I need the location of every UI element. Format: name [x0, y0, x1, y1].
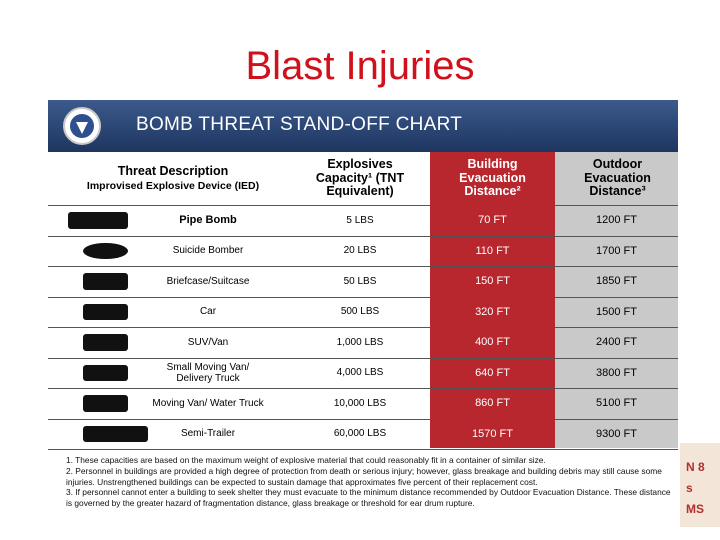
threat-label: Moving Van/ Water Truck — [152, 397, 264, 409]
threat-label: Pipe Bomb — [179, 214, 237, 227]
footnote: 2. Personnel in buildings are provided a… — [66, 466, 662, 487]
row-icon — [68, 212, 128, 229]
row-icon — [83, 425, 148, 442]
explosives-value: 500 LBS — [340, 306, 380, 318]
explosives-value: 1,000 LBS — [336, 336, 384, 348]
chart-heading: BOMB THREAT STAND-OFF CHART — [136, 114, 463, 135]
outdoor-distance: 5100 FT — [596, 397, 637, 410]
header-band: BOMB THREAT STAND-OFF CHART — [48, 100, 678, 152]
header-threat: Threat Description — [117, 164, 229, 179]
row-icon — [83, 242, 128, 259]
building-distance: 150 FT — [475, 275, 510, 288]
row-icon — [83, 395, 128, 412]
row-divider — [48, 388, 678, 389]
footnote: 1. These capacities are based on the max… — [66, 455, 546, 465]
outdoor-distance: 3800 FT — [596, 366, 637, 379]
building-distance: 70 FT — [478, 214, 507, 227]
header-outdoor: Outdoor Evacuation Distance³ — [584, 156, 651, 199]
row-divider — [48, 266, 678, 267]
side-text: s — [686, 481, 693, 495]
building-distance: 110 FT — [475, 244, 510, 257]
row-icon — [83, 364, 128, 381]
explosives-value: 4,000 LBS — [336, 367, 384, 379]
explosives-value: 20 LBS — [343, 245, 377, 257]
header-explosives: Explosives Capacity¹ (TNT Equivalent) — [315, 156, 405, 199]
side-fragment: N 8 s MS — [680, 443, 720, 527]
outdoor-distance: 9300 FT — [596, 427, 637, 440]
outdoor-distance: 1500 FT — [596, 305, 637, 318]
row-divider — [48, 357, 678, 359]
row-icon — [83, 334, 128, 351]
building-distance: 1570 FT — [472, 427, 513, 440]
row-divider — [48, 205, 678, 206]
row-divider — [48, 296, 678, 298]
building-distance: 860 FT — [475, 397, 510, 410]
explosives-value: 5 LBS — [346, 214, 374, 226]
building-distance: 640 FT — [475, 366, 510, 379]
side-text: MS — [686, 502, 704, 516]
threat-label: Small Moving Van/ Delivery Truck — [166, 361, 250, 384]
threat-label: SUV/Van — [187, 336, 229, 348]
side-text: N 8 — [686, 460, 705, 474]
threat-label: Suicide Bomber — [172, 245, 244, 257]
threat-label: Semi-Trailer — [180, 428, 236, 440]
footnote: 3. If personnel cannot enter a building … — [66, 487, 671, 508]
outdoor-distance: 1700 FT — [596, 244, 637, 257]
row-divider — [48, 327, 678, 328]
building-distance: 320 FT — [475, 305, 510, 318]
threat-label: Car — [199, 306, 217, 318]
row-divider — [48, 235, 678, 237]
outdoor-distance: 1850 FT — [596, 275, 637, 288]
threat-label: Briefcase/Suitcase — [166, 275, 250, 287]
outdoor-distance: 2400 FT — [596, 336, 637, 349]
slide-title: Blast Injuries — [245, 44, 475, 88]
chart-panel: BOMB THREAT STAND-OFF CHART Threat Descr… — [48, 100, 678, 528]
row-divider — [48, 418, 678, 420]
row-icon — [83, 273, 128, 290]
explosives-value: 10,000 LBS — [333, 397, 387, 409]
header-building: Building Evacuation Distance² — [459, 156, 526, 199]
explosives-value: 60,000 LBS — [333, 428, 387, 440]
building-column-bg — [430, 152, 555, 448]
seal — [63, 107, 101, 145]
row-divider — [48, 449, 678, 450]
header-threat-sub: Improvised Explosive Device (IED) — [86, 180, 260, 193]
explosives-value: 50 LBS — [343, 275, 377, 287]
row-icon — [83, 303, 128, 320]
building-distance: 400 FT — [475, 336, 510, 349]
outdoor-column-bg — [555, 152, 678, 448]
outdoor-distance: 1200 FT — [596, 214, 637, 227]
